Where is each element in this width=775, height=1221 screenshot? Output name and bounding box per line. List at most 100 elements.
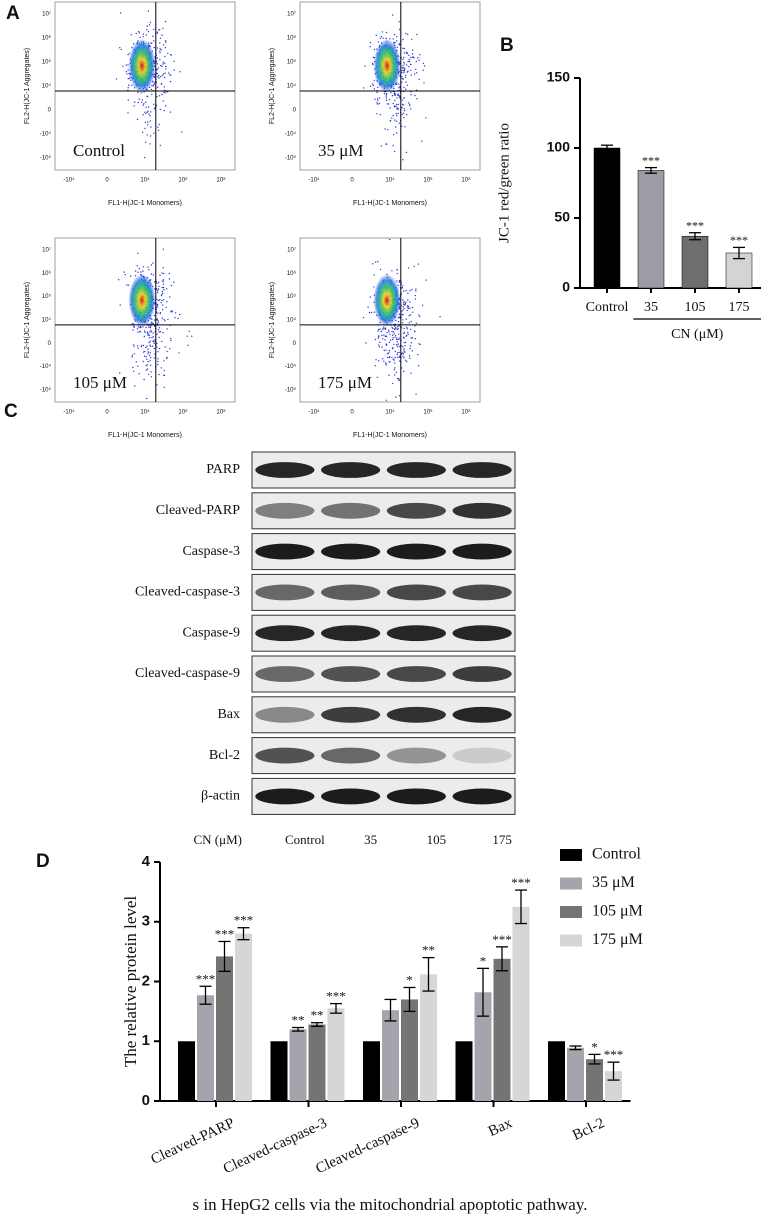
event-dot [162,280,164,282]
event-dot [147,266,149,268]
flow-y-tick-label: 10⁵ [287,293,297,300]
event-dot [156,319,158,321]
event-dot [387,103,390,105]
event-dot [128,52,131,55]
event-dot [130,34,132,36]
event-dot [162,73,165,75]
event-dot [382,338,384,340]
event-dot [401,310,403,312]
event-dot [164,47,167,49]
event-dot [385,97,388,99]
event-dot [157,288,160,290]
event-dot [137,326,140,328]
event-dot [131,356,133,358]
flow-y-tick-label: -10⁵ [40,387,52,394]
event-dot [141,131,144,134]
event-dot [150,364,152,366]
event-dot [127,78,129,80]
blot-band [452,502,512,519]
event-dot [378,102,381,105]
event-dot [119,372,121,374]
event-dot [156,346,158,348]
event-dot [394,93,396,95]
event-dot [142,114,144,116]
significance: *** [730,233,748,247]
flow-x-tick-label: -10⁴ [63,409,75,416]
event-dot [403,332,405,335]
event-dot [162,27,164,30]
blot-band [255,584,315,601]
event-dot [165,105,167,107]
event-dot [385,362,387,364]
event-dot [403,290,405,292]
event-dot [136,118,139,121]
event-dot [170,54,172,56]
event-dot [161,272,163,274]
event-dot [165,306,167,309]
event-dot [160,49,162,51]
event-dot [399,345,401,348]
event-dot [409,345,412,347]
event-dot [151,322,153,324]
event-dot [163,109,165,112]
event-dot [162,283,165,285]
event-dot [397,356,399,359]
error-bar [477,967,489,1017]
legend-swatch [560,934,582,947]
event-dot [119,304,121,306]
event-dot [388,99,391,101]
event-dot [164,320,166,322]
event-dot [398,395,401,397]
event-dot [415,393,417,395]
event-dot [405,74,407,77]
event-dot [380,330,382,333]
event-dot [376,103,379,105]
event-dot [145,346,147,349]
event-dot [169,111,172,113]
event-dot [402,319,404,321]
event-dot [161,340,163,343]
flow-y-tick-label: 10⁷ [287,247,296,254]
event-dot [403,97,405,99]
event-dot [150,331,153,333]
event-dot [394,105,396,107]
event-dot [409,347,411,350]
legend-label: 105 μM [592,903,643,920]
event-dot [402,38,404,41]
event-dot [408,60,411,63]
event-dot [385,31,388,34]
event-dot [392,144,394,147]
event-dot [150,264,153,266]
event-dot [393,333,395,335]
event-dot [159,59,161,61]
event-dot [158,331,161,333]
event-dot [398,21,400,23]
event-dot [148,334,151,337]
event-dot [398,313,401,315]
event-dot [157,126,159,128]
event-dot [401,71,403,74]
event-dot [398,281,400,283]
event-dot [383,360,385,362]
event-dot [398,28,401,31]
event-dot [151,85,153,87]
event-dot [403,61,405,64]
flow-x-tick-label: 10⁶ [423,177,433,184]
blot-band [386,706,446,723]
flow-y-tick-label: 10⁴ [42,83,52,90]
event-dot [388,351,390,353]
event-dot [154,288,156,290]
event-dot [402,345,404,348]
event-dot [158,29,161,31]
event-dot [158,373,160,376]
event-dot [396,97,398,99]
event-dot [403,302,405,304]
event-dot [163,299,165,301]
event-dot [160,294,163,297]
blot-band [452,462,512,478]
flow-y-tick-label: -10⁴ [285,131,297,138]
x-tick-label: Bcl-2 [570,1115,607,1144]
blot-band [452,747,512,764]
event-dot [402,299,404,301]
event-dot [362,316,365,319]
